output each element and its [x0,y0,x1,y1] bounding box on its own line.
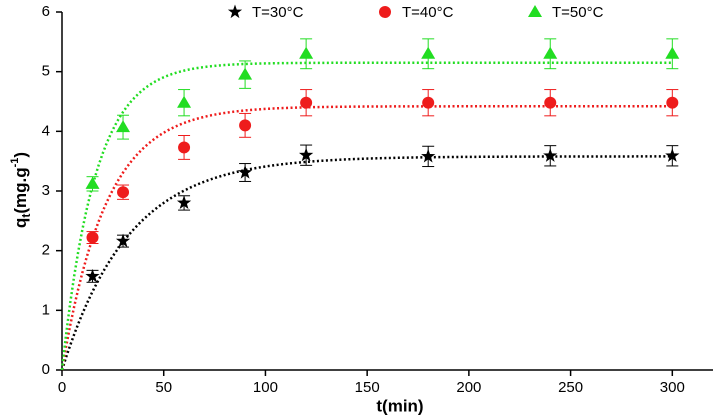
y-tick-label: 5 [42,63,50,80]
x-axis-title: t(min) [376,396,423,415]
y-tick-label: 3 [42,182,50,199]
marker [178,141,191,154]
marker [543,46,558,59]
marker [528,5,542,17]
fit-curve [60,105,673,371]
marker [85,176,100,189]
x-tick-label: 100 [253,379,278,396]
marker [421,46,436,59]
marker [238,67,253,80]
marker [115,233,131,248]
x-tick-label: 50 [155,379,172,396]
legend-label: T=40°C [402,4,454,21]
x-tick-label: 200 [456,379,481,396]
x-tick-label: 300 [660,379,685,396]
legend-label: T=50°C [552,4,604,21]
marker [177,95,192,108]
y-tick-label: 1 [42,301,50,318]
y-tick-label: 0 [42,361,50,378]
y-axis-title: qt(mg.g-1) [9,152,33,228]
marker [544,96,557,109]
marker [299,46,314,59]
marker [665,46,680,59]
x-tick-label: 150 [355,379,380,396]
marker [421,148,436,163]
marker [666,96,679,109]
y-title-part: t [19,214,33,218]
marker [227,4,243,19]
y-title-part: ) [11,152,30,158]
y-tick-label: 2 [42,242,50,259]
marker [422,96,435,109]
marker [239,119,252,132]
x-tick-label: 0 [58,379,66,396]
marker [116,120,131,133]
marker [85,268,100,283]
fit-curve [60,155,673,371]
legend-label: T=30°C [252,4,304,21]
marker [176,195,192,209]
marker [117,186,130,199]
y-tick-label: 4 [42,122,50,139]
marker [379,6,391,18]
y-title-part: -1 [9,158,21,168]
marker [86,231,99,244]
y-title-part: (mg.g [11,167,30,213]
marker [237,165,253,179]
fit-curve [60,61,673,371]
marker [300,96,313,109]
x-tick-label: 250 [558,379,583,396]
marker [543,148,558,162]
y-title-part: q [11,218,30,228]
marker [665,148,680,162]
marker [298,147,314,162]
y-tick-label: 6 [42,3,50,20]
